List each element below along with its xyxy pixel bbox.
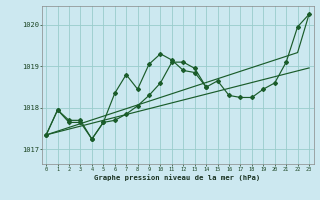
- X-axis label: Graphe pression niveau de la mer (hPa): Graphe pression niveau de la mer (hPa): [94, 174, 261, 181]
